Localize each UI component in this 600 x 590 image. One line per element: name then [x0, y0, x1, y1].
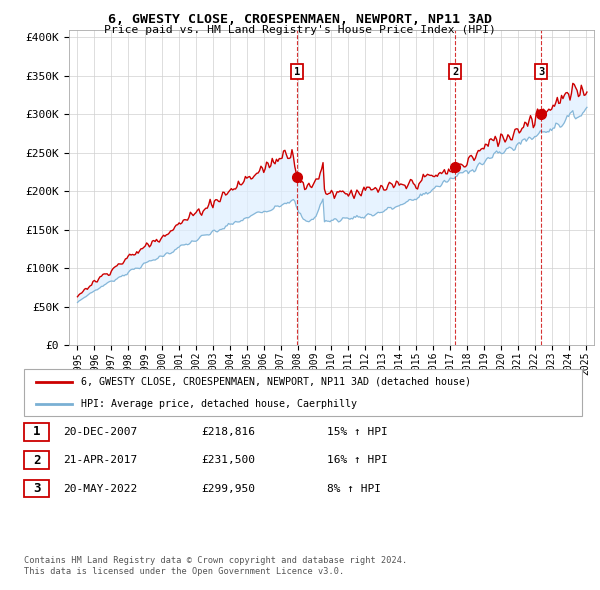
Text: 2: 2 — [452, 67, 458, 77]
Text: 21-APR-2017: 21-APR-2017 — [63, 455, 137, 465]
Text: 6, GWESTY CLOSE, CROESPENMAEN, NEWPORT, NP11 3AD (detached house): 6, GWESTY CLOSE, CROESPENMAEN, NEWPORT, … — [81, 377, 471, 387]
Text: 6, GWESTY CLOSE, CROESPENMAEN, NEWPORT, NP11 3AD: 6, GWESTY CLOSE, CROESPENMAEN, NEWPORT, … — [108, 13, 492, 26]
Text: This data is licensed under the Open Government Licence v3.0.: This data is licensed under the Open Gov… — [24, 566, 344, 576]
Text: 16% ↑ HPI: 16% ↑ HPI — [327, 455, 388, 465]
Text: 3: 3 — [538, 67, 544, 77]
Text: 3: 3 — [33, 482, 40, 495]
Text: £299,950: £299,950 — [201, 484, 255, 493]
Text: 1: 1 — [33, 425, 40, 438]
Text: 2: 2 — [33, 454, 40, 467]
Text: 8% ↑ HPI: 8% ↑ HPI — [327, 484, 381, 493]
Text: £231,500: £231,500 — [201, 455, 255, 465]
Text: Price paid vs. HM Land Registry's House Price Index (HPI): Price paid vs. HM Land Registry's House … — [104, 25, 496, 35]
Text: £218,816: £218,816 — [201, 427, 255, 437]
Text: 15% ↑ HPI: 15% ↑ HPI — [327, 427, 388, 437]
Text: 1: 1 — [294, 67, 300, 77]
Text: HPI: Average price, detached house, Caerphilly: HPI: Average price, detached house, Caer… — [81, 399, 357, 409]
Text: 20-MAY-2022: 20-MAY-2022 — [63, 484, 137, 493]
Text: Contains HM Land Registry data © Crown copyright and database right 2024.: Contains HM Land Registry data © Crown c… — [24, 556, 407, 565]
Text: 20-DEC-2007: 20-DEC-2007 — [63, 427, 137, 437]
